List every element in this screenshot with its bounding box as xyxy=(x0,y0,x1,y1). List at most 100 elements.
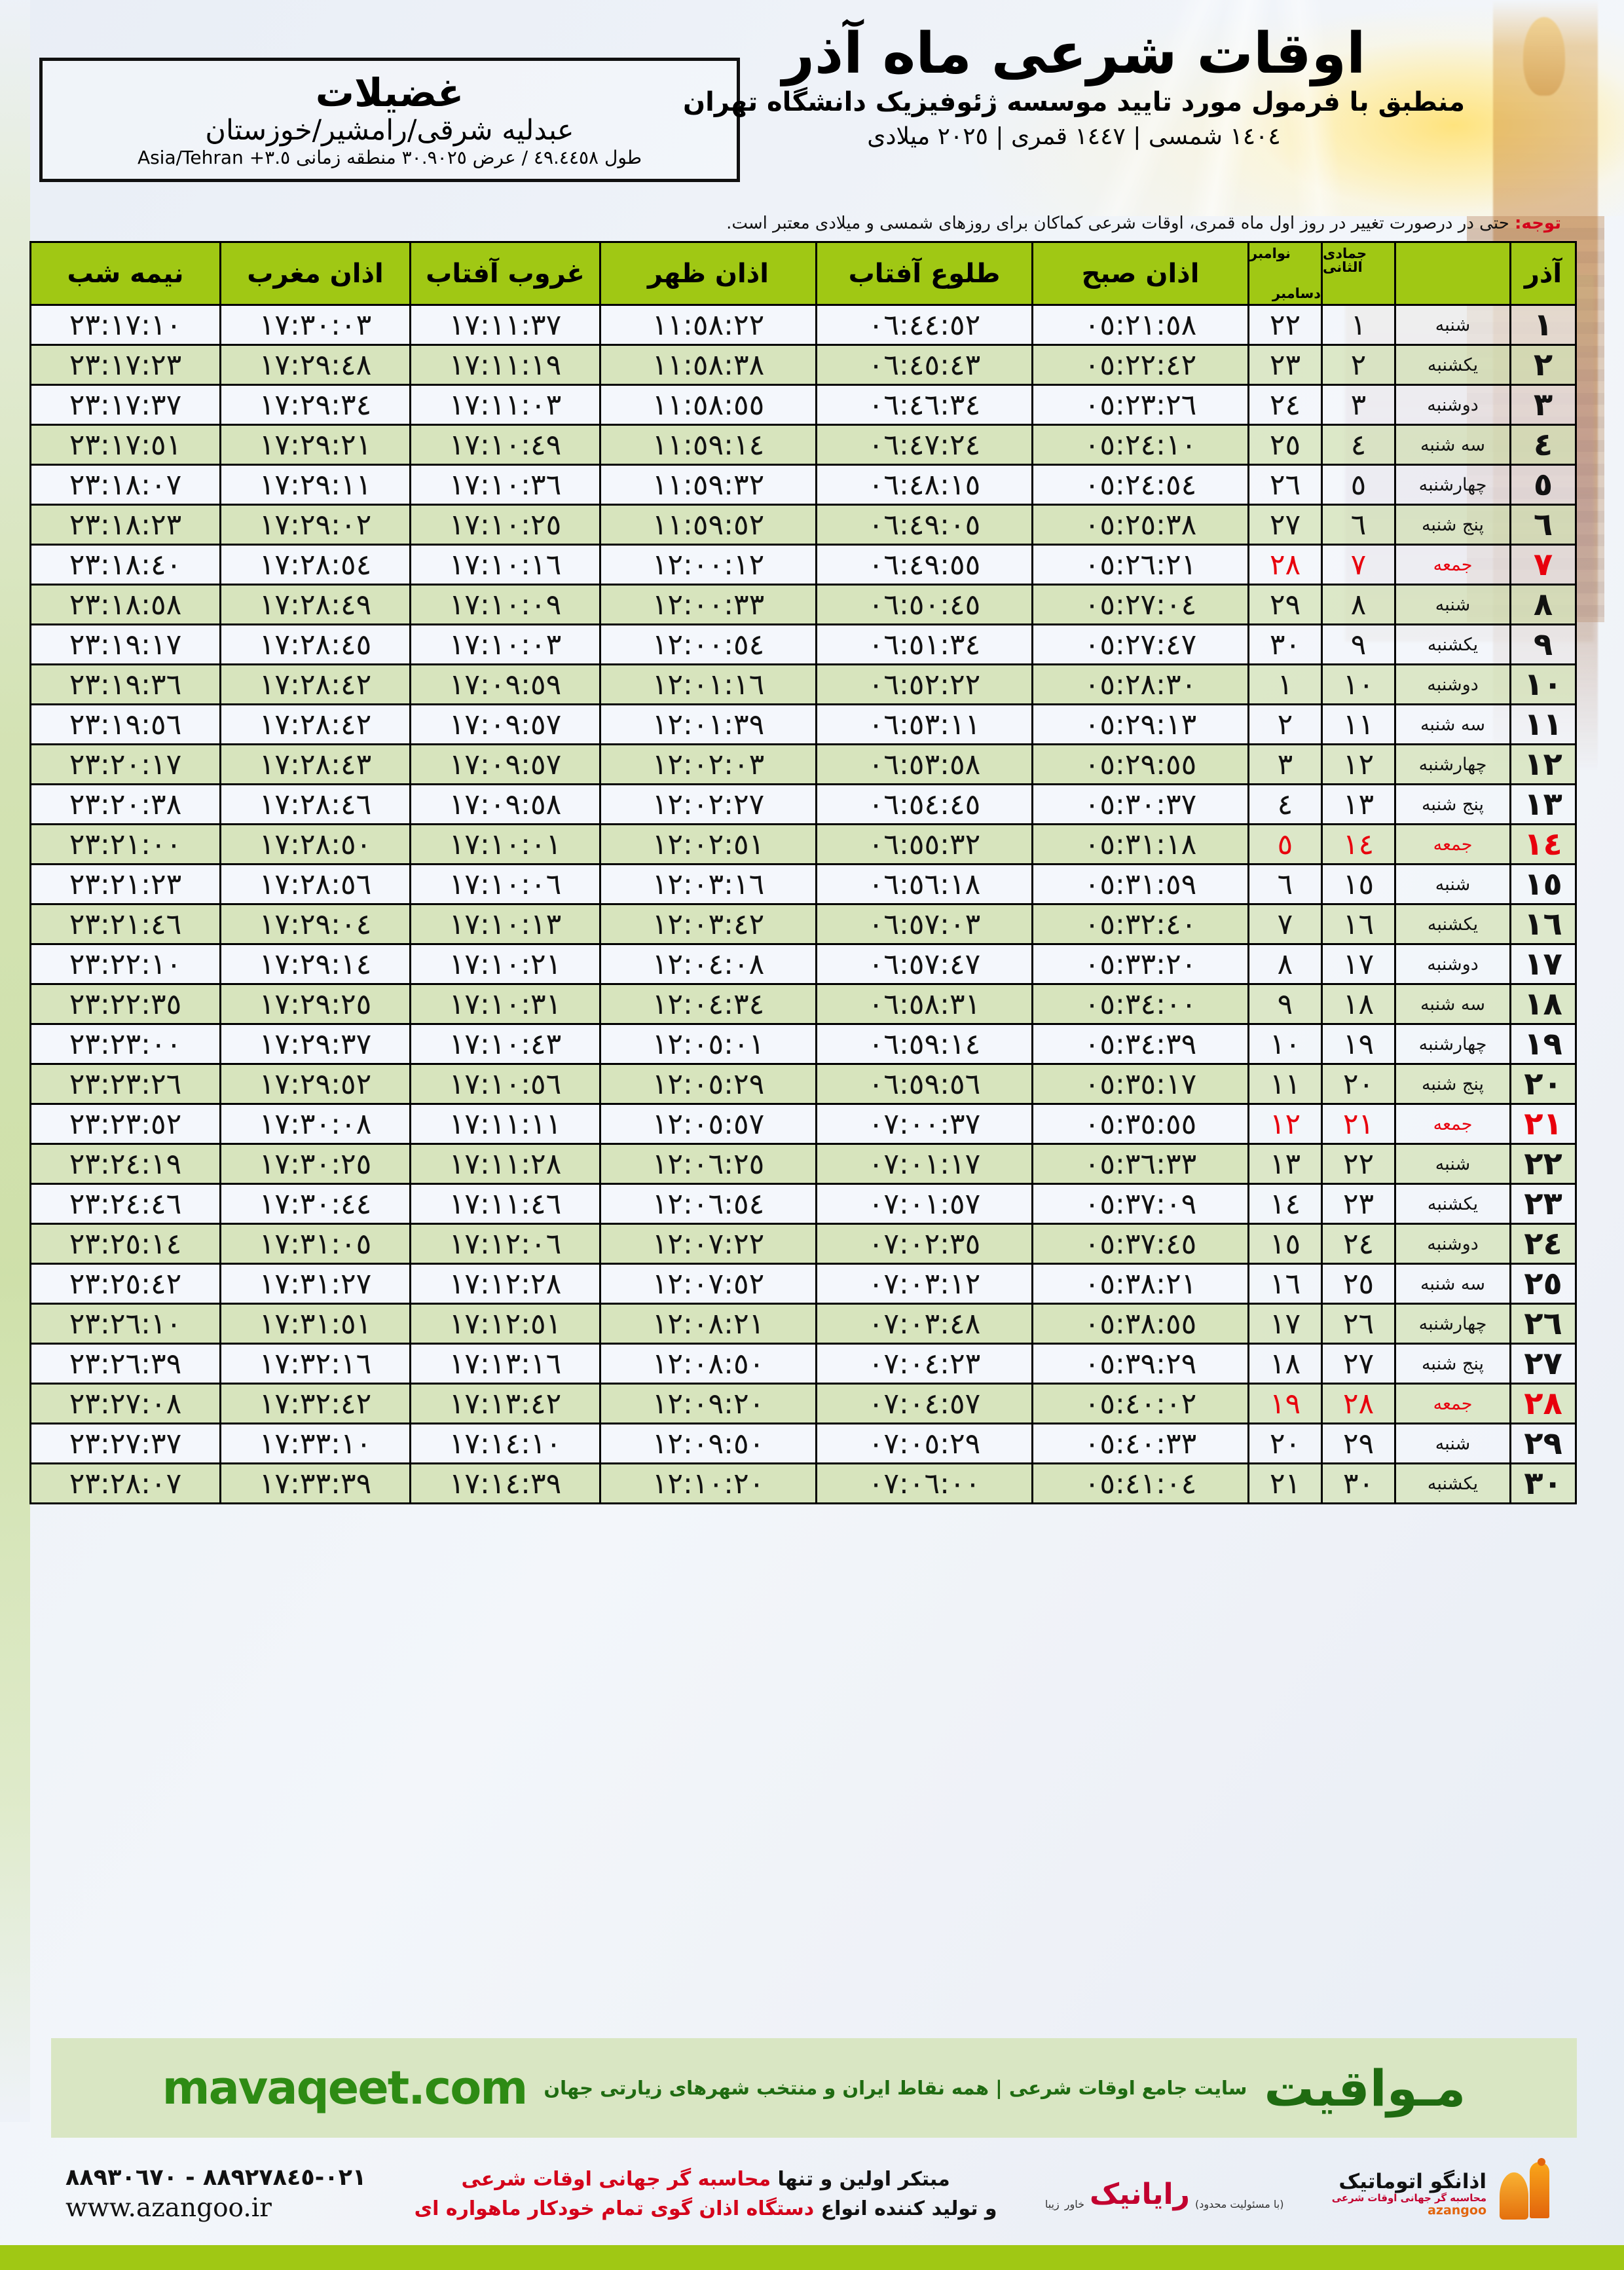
crescent-icon xyxy=(1538,2158,1545,2166)
cell-weekday: شنبه xyxy=(1394,1143,1511,1185)
cell-hijri-day: ٨ xyxy=(1321,584,1396,625)
table-row: ٦ پنج شنبه ٦ ٢٧ ٠٥:٢٥:٣٨ ٠٦:٤٩:٠٥ ١١:٥٩:٥٢ ١٧:١… xyxy=(29,504,1577,546)
table-row: ١٦ یکشنبه ١٦ ٧ ٠٥:٣٢:٤٠ ٠٦:٥٧:٠٣ ١٢:٠٣:٤٢ ١٧:١٠… xyxy=(29,903,1577,945)
cell-hijri-day: ١٦ xyxy=(1321,903,1396,945)
page-title: اوقات شرعی ماه آذر xyxy=(782,21,1366,86)
rayanik-logo: (با مسئولیت محدود) رایانیک خاور زیبا xyxy=(1045,2178,1284,2211)
cell-maghrib: ١٧:٢٩:٤٨ xyxy=(219,344,411,386)
cell-midnight: ٢٣:١٨:٤٠ xyxy=(29,544,221,586)
cell-weekday: یکشنبه xyxy=(1394,623,1511,665)
cell-day-index: ١٦ xyxy=(1509,903,1577,945)
cell-maghrib: ١٧:٢٨:٤٩ xyxy=(219,584,411,625)
cell-midnight: ٢٣:٢٦:١٠ xyxy=(29,1303,221,1345)
cell-weekday: چهارشنبه xyxy=(1394,1023,1511,1065)
cell-hijri-day: ١٩ xyxy=(1321,1023,1396,1065)
cell-midnight: ٢٣:٢٦:٣٩ xyxy=(29,1343,221,1385)
cell-day-index: ٢٧ xyxy=(1509,1343,1577,1385)
cell-midnight: ٢٣:٢٨:٠٧ xyxy=(29,1462,221,1504)
azangoo-title-fa: اذانگو اتوماتیک xyxy=(1338,2170,1486,2194)
cell-day-index: ٢١ xyxy=(1509,1103,1577,1145)
cell-sunrise: ٠٧:٠٦:٠٠ xyxy=(815,1462,1033,1504)
cell-sunset: ١٧:٠٩:٥٨ xyxy=(409,783,601,825)
cell-maghrib: ١٧:٢٨:٤٣ xyxy=(219,743,411,785)
cell-fajr: ٠٥:٣٥:١٧ xyxy=(1031,1063,1249,1105)
cell-maghrib: ١٧:٢٩:١٤ xyxy=(219,943,411,985)
cell-dhuhr: ١٢:٠٠:٣٣ xyxy=(599,584,817,625)
cell-hijri-day: ١٧ xyxy=(1321,943,1396,985)
cell-fajr: ٠٥:٣٢:٤٠ xyxy=(1031,903,1249,945)
cell-day-index: ٤ xyxy=(1509,424,1577,466)
brand-domain[interactable]: mavaqeet.com xyxy=(162,2061,528,2115)
cell-dhuhr: ١٢:٠٦:٥٤ xyxy=(599,1183,817,1225)
cell-fajr: ٠٥:٢٨:٣٠ xyxy=(1031,663,1249,705)
cell-fajr: ٠٥:٣٨:٢١ xyxy=(1031,1263,1249,1305)
prayer-times-table-wrap: آذر جمادی الثانی نوامبر دسامبر xyxy=(29,241,1577,1504)
cell-midnight: ٢٣:١٧:٥١ xyxy=(29,424,221,466)
cell-maghrib: ١٧:٢٩:٣٧ xyxy=(219,1023,411,1065)
azangoo-subtitle-fa: محاسبه گر جهانی اوقات شرعی xyxy=(1331,2192,1486,2205)
note-label: توجه: xyxy=(1515,214,1561,233)
cell-gregorian-day: ٤ xyxy=(1247,783,1323,825)
cell-maghrib: ١٧:٢٨:٤٢ xyxy=(219,663,411,705)
mosque-minaret-icon xyxy=(1530,2162,1549,2218)
slogan-line-2: و تولید کننده انواع دستگاه اذان گوی تمام… xyxy=(415,2194,997,2223)
cell-sunset: ١٧:١١:٠٣ xyxy=(409,384,601,426)
location-info-box: غضیلات عبدلیه شرقی/رامشیر/خوزستان طول ٤٩… xyxy=(39,58,740,182)
cell-day-index: ٣ xyxy=(1509,384,1577,426)
cell-midnight: ٢٣:٢١:٢٣ xyxy=(29,863,221,905)
cell-gregorian-day: ١١ xyxy=(1247,1063,1323,1105)
note-line: توجه: حتی در درصورت تغییر در روز اول ماه… xyxy=(62,214,1561,234)
cell-weekday: شنبه xyxy=(1394,584,1511,625)
cell-midnight: ٢٣:٢١:٠٠ xyxy=(29,823,221,865)
cell-fajr: ٠٥:٣١:٥٩ xyxy=(1031,863,1249,905)
cell-sunrise: ٠٦:٥٧:٤٧ xyxy=(815,943,1033,985)
cell-weekday: سه شنبه xyxy=(1394,703,1511,745)
cell-sunset: ١٧:١٠:٠٩ xyxy=(409,584,601,625)
azangoo-logo-text: اذانگو اتوماتیک محاسبه گر جهانی اوقات شر… xyxy=(1332,2170,1486,2217)
table-row: ٢٧ پنج شنبه ٢٧ ١٨ ٠٥:٣٩:٢٩ ٠٧:٠٤:٢٣ ١٢:٠٨:٥٠ ١٧… xyxy=(29,1343,1577,1385)
slogan-line-1-accent: محاسبه گر جهانی اوقات شرعی xyxy=(461,2168,771,2191)
cell-weekday: سه شنبه xyxy=(1394,1263,1511,1305)
table-row: ١٧ دوشنبه ١٧ ٨ ٠٥:٣٣:٢٠ ٠٦:٥٧:٤٧ ١٢:٠٤:٠٨ ١٧:١٠… xyxy=(29,943,1577,985)
col-header-gregorian: نوامبر دسامبر xyxy=(1247,241,1323,306)
cell-sunset: ١٧:١٠:١٣ xyxy=(409,903,601,945)
cell-sunset: ١٧:١٤:٣٩ xyxy=(409,1462,601,1504)
table-row: ١٠ دوشنبه ١٠ ١ ٠٥:٢٨:٣٠ ٠٦:٥٢:٢٢ ١٢:٠١:١٦ ١٧:٠٩… xyxy=(29,663,1577,705)
cell-sunrise: ٠٦:٤٥:٤٣ xyxy=(815,344,1033,386)
cell-hijri-day: ٤ xyxy=(1321,424,1396,466)
cell-sunrise: ٠٧:٠١:١٧ xyxy=(815,1143,1033,1185)
cell-hijri-day: ١٤ xyxy=(1321,823,1396,865)
cell-midnight: ٢٣:٢٠:٣٨ xyxy=(29,783,221,825)
table-row: ٣ دوشنبه ٣ ٢٤ ٠٥:٢٣:٢٦ ٠٦:٤٦:٣٤ ١١:٥٨:٥٥ ١٧:١١:… xyxy=(29,384,1577,426)
cell-gregorian-day: ٧ xyxy=(1247,903,1323,945)
cell-gregorian-day: ٢٨ xyxy=(1247,544,1323,586)
cell-midnight: ٢٣:٢٤:١٩ xyxy=(29,1143,221,1185)
cell-sunrise: ٠٦:٥٩:٥٦ xyxy=(815,1063,1033,1105)
cell-dhuhr: ١٢:٠٢:٠٣ xyxy=(599,743,817,785)
cell-gregorian-day: ٨ xyxy=(1247,943,1323,985)
cell-fajr: ٠٥:٣٤:٠٠ xyxy=(1031,983,1249,1025)
cell-midnight: ٢٣:١٨:٢٣ xyxy=(29,504,221,546)
cell-dhuhr: ١٢:٠١:٣٩ xyxy=(599,703,817,745)
cell-sunrise: ٠٦:٥٤:٤٥ xyxy=(815,783,1033,825)
cell-dhuhr: ١١:٥٩:٥٢ xyxy=(599,504,817,546)
cell-fajr: ٠٥:٢٧:٠٤ xyxy=(1031,584,1249,625)
cell-weekday: پنج شنبه xyxy=(1394,783,1511,825)
cell-dhuhr: ١٢:٠٠:٥٤ xyxy=(599,623,817,665)
cell-maghrib: ١٧:٢٩:٣٤ xyxy=(219,384,411,426)
cell-sunset: ١٧:١٠:١٦ xyxy=(409,544,601,586)
cell-sunset: ١٧:١٠:٥٦ xyxy=(409,1063,601,1105)
cell-day-index: ٣٠ xyxy=(1509,1462,1577,1504)
cell-dhuhr: ١٢:٠٥:٠١ xyxy=(599,1023,817,1065)
cell-maghrib: ١٧:٢٩:٢١ xyxy=(219,424,411,466)
cell-maghrib: ١٧:٢٩:٠٤ xyxy=(219,903,411,945)
cell-gregorian-day: ١٥ xyxy=(1247,1223,1323,1265)
cell-maghrib: ١٧:٢٩:١١ xyxy=(219,464,411,506)
cell-sunrise: ٠٦:٥٧:٠٣ xyxy=(815,903,1033,945)
website-url[interactable]: www.azangoo.ir xyxy=(65,2193,272,2223)
mosque-icon xyxy=(1494,2158,1562,2230)
cell-hijri-day: ٢٨ xyxy=(1321,1383,1396,1424)
cell-sunrise: ٠٦:٤٦:٣٤ xyxy=(815,384,1033,426)
cell-midnight: ٢٣:١٩:١٧ xyxy=(29,623,221,665)
col-header-hijri-label: جمادی الثانی xyxy=(1323,245,1367,275)
